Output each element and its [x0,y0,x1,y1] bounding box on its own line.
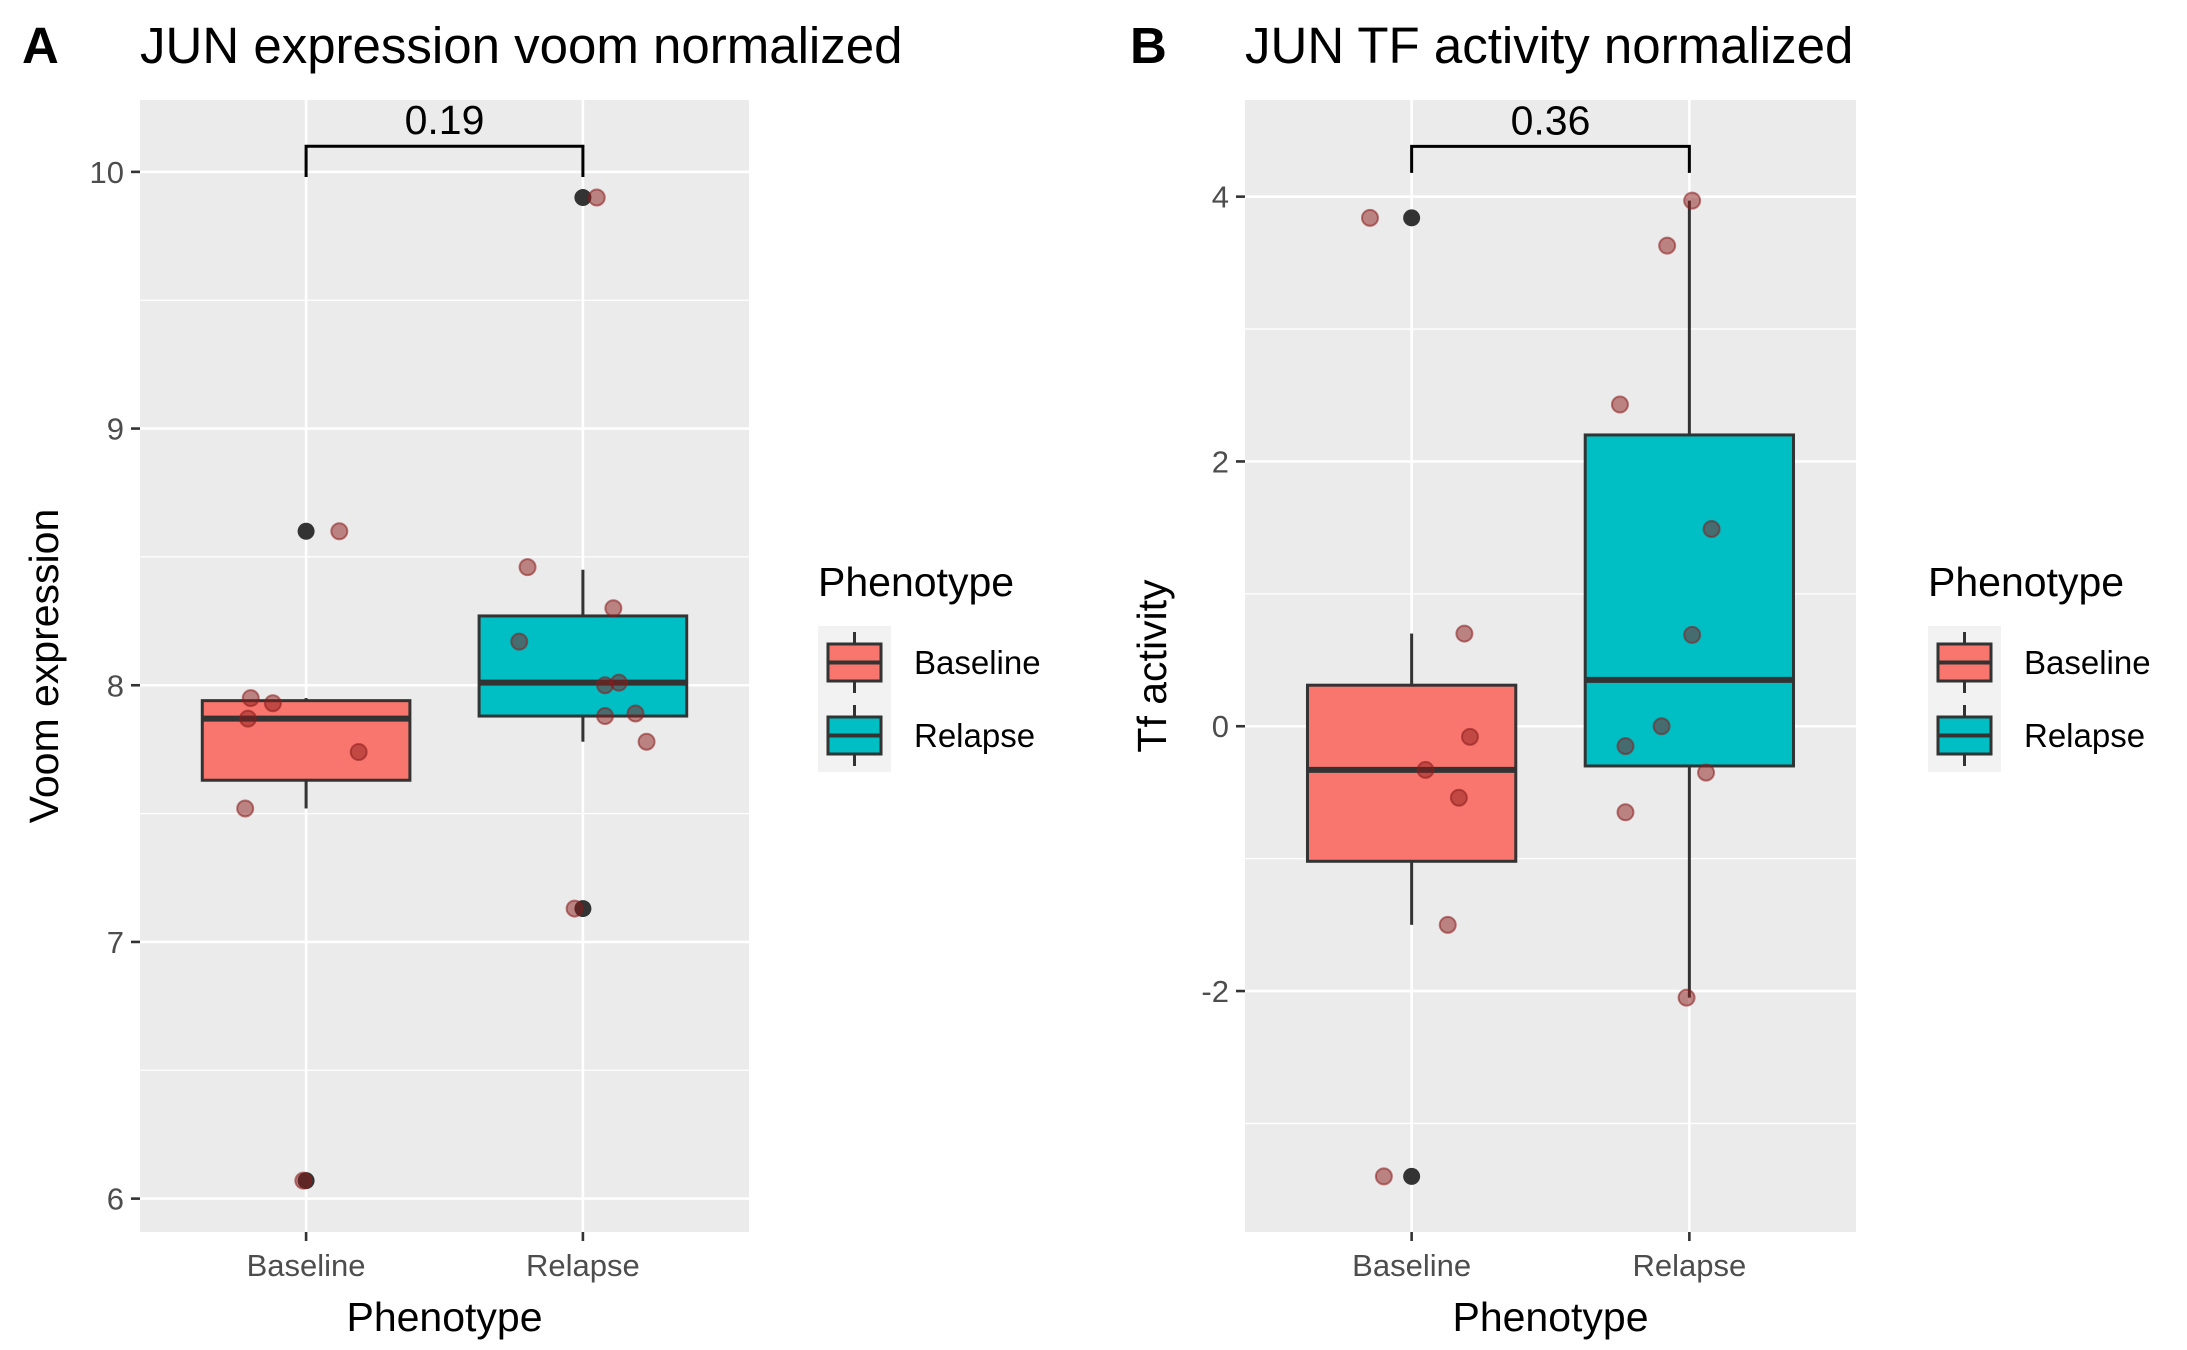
significance-bracket: 0.36 [1410,97,1691,173]
data-point [241,689,260,708]
y-tick-label: 6 [107,1182,124,1217]
data-point [1683,191,1702,210]
bracket-line [1410,144,1691,173]
y-tick-label: 2 [1212,444,1229,479]
panel-tag: B [1130,17,1167,74]
data-point [238,709,257,728]
y-axis-title: Voom expression [21,509,67,824]
y-tick-label: 10 [90,155,124,190]
data-point [604,599,623,618]
data-point [1460,727,1479,746]
bracket-line [304,144,585,178]
data-point [1616,737,1635,756]
outlier-point [1403,209,1421,227]
x-tick-label: Baseline [1352,1248,1471,1283]
y-tick-label: -2 [1201,974,1229,1009]
panel-tag: A [22,17,59,74]
x-tick-label: Relapse [526,1248,640,1283]
legend-keys: Baseline Relapse [1928,626,2151,772]
y-tick-label: 0 [1212,709,1229,744]
chart-title: JUN expression voom normalized [140,17,902,74]
data-point [596,676,615,695]
legend-label: Baseline [2024,644,2151,681]
data-point [236,799,255,818]
box-baseline [1305,683,1518,863]
legend-label: Relapse [2024,717,2145,754]
data-point [1702,519,1721,538]
x-axis-ticks: Baseline Relapse [247,1232,640,1283]
data-point [1677,988,1696,1007]
data-point [518,558,537,577]
jitter-points [1360,191,1721,1186]
box-baseline [200,699,412,782]
data-point [263,694,282,713]
y-axis-title: Tf activity [1129,579,1175,753]
data-point [330,522,349,541]
outlier-points [1403,209,1421,1185]
data-point [1360,208,1379,227]
panel-b: 0.36 -2 0 2 4 Baseline Relapse B JUN TF acti… [1129,17,1856,1340]
legend-label: Baseline [914,644,1041,681]
data-point [1616,803,1635,822]
x-axis-title: Phenotype [1452,1294,1648,1340]
data-point [1455,624,1474,643]
outlier-point [574,189,592,207]
y-tick-label: 4 [1212,180,1229,215]
y-axis-ticks: -2 0 2 4 [1201,180,1245,1009]
chart-title: JUN TF activity normalized [1245,17,1853,74]
legend-a: Phenotype Baseline Relapse [818,559,1041,772]
legend-title: Phenotype [818,559,1014,605]
legend-keys: Baseline Relapse [818,626,1041,772]
y-tick-label: 8 [107,668,124,703]
y-axis-ticks: 6 7 8 9 10 [90,155,140,1217]
data-point [637,732,656,751]
whiskers [1410,200,1691,998]
x-tick-label: Baseline [247,1248,366,1283]
p-value-label: 0.19 [405,97,485,143]
data-point [510,632,529,651]
data-point [596,707,615,726]
y-tick-label: 9 [107,412,124,447]
outlier-point [297,522,315,540]
data-point [294,1171,313,1190]
boxes [1305,433,1796,863]
box-relapse [1583,433,1796,768]
data-point [1374,1167,1393,1186]
data-point [1416,760,1435,779]
data-point [587,188,606,207]
legend-b: Phenotype Baseline Relapse [1928,559,2151,772]
data-point [1449,788,1468,807]
data-point [565,899,584,918]
significance-bracket: 0.19 [304,97,585,178]
x-axis-ticks: Baseline Relapse [1352,1232,1746,1283]
data-point [626,704,645,723]
jitter-points [236,188,656,1190]
data-point [349,742,368,761]
x-tick-label: Relapse [1632,1248,1746,1283]
box-relapse [477,614,689,718]
x-axis-title: Phenotype [346,1294,542,1340]
data-point [1438,915,1457,934]
data-point [1610,395,1629,414]
boxes [200,614,689,782]
data-point [1652,717,1671,736]
panel-a: 0.19 6 7 8 9 10 Baseline Relapse A JUN expres… [21,17,902,1340]
legend-title: Phenotype [1928,559,2124,605]
y-tick-label: 7 [107,925,124,960]
p-value-label: 0.36 [1511,97,1591,143]
outlier-point [1403,1167,1421,1185]
legend-label: Relapse [914,717,1035,754]
data-point [1697,763,1716,782]
data-point [1683,625,1702,644]
data-point [1658,236,1677,255]
